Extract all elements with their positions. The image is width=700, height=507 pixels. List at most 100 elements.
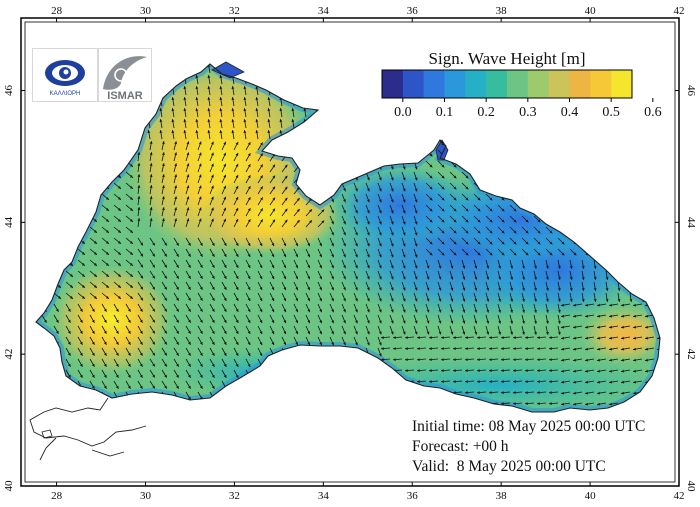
wave-arrow xyxy=(545,314,549,324)
wave-arrow xyxy=(113,292,122,300)
wave-arrow xyxy=(365,303,370,313)
wave-arrow xyxy=(569,292,573,302)
wave-arrow xyxy=(233,185,239,195)
wave-arrow xyxy=(341,215,346,225)
colorbar-label: 0.0 xyxy=(394,105,412,120)
wave-arrow xyxy=(255,97,259,107)
x-tick-label-bottom: 36 xyxy=(407,490,419,502)
colorbar-swatches xyxy=(381,69,633,99)
wave-arrow xyxy=(437,193,445,201)
wave-arrow xyxy=(464,336,475,339)
wave-arrow xyxy=(365,325,370,335)
wave-arrow xyxy=(257,186,264,195)
wave-arrow xyxy=(500,391,511,394)
wave-arrow xyxy=(197,163,202,173)
wave-arrow xyxy=(197,369,203,378)
wave-logo-icon xyxy=(103,56,147,90)
wave-arrow xyxy=(449,325,454,335)
wave-arrow xyxy=(173,325,180,334)
wave-arrow xyxy=(125,314,131,323)
wave-arrow xyxy=(137,259,144,268)
wave-arrow xyxy=(536,391,547,394)
wave-arrow xyxy=(101,380,107,389)
wave-arrow xyxy=(65,358,71,367)
wave-arrow xyxy=(377,248,382,258)
wave-arrow xyxy=(461,281,466,291)
wave-arrow xyxy=(113,259,122,267)
wave-arrow xyxy=(281,303,287,313)
wave-arrow xyxy=(353,325,358,335)
wave-arrow xyxy=(231,97,235,107)
wave-arrow xyxy=(377,237,382,247)
wave-arrow xyxy=(245,185,251,195)
wave-arrow xyxy=(197,218,202,228)
wave-arrow xyxy=(524,369,535,372)
wave-arrow xyxy=(257,164,264,173)
wave-arrow xyxy=(521,303,525,313)
wave-arrow xyxy=(305,292,311,302)
wave-arrow xyxy=(573,325,583,329)
wave-arrow xyxy=(377,281,382,291)
wave-arrow xyxy=(197,196,202,206)
wave-arrow xyxy=(161,218,165,228)
wave-arrow xyxy=(353,281,358,291)
wave-arrow xyxy=(137,196,141,206)
wave-arrow xyxy=(197,358,203,367)
wave-arrow xyxy=(593,270,597,280)
y-tick-label-right: 42 xyxy=(685,349,697,360)
wave-arrow xyxy=(207,119,211,129)
wave-arrow xyxy=(413,259,418,269)
wave-arrow xyxy=(353,270,358,280)
wave-arrow xyxy=(497,325,502,335)
wave-arrow xyxy=(449,204,457,212)
wave-arrow xyxy=(621,336,631,340)
wave-arrow xyxy=(197,281,203,290)
wave-arrow xyxy=(221,369,227,379)
wave-arrow xyxy=(281,219,288,228)
wave-arrow xyxy=(101,259,110,267)
wave-arrow xyxy=(221,152,227,162)
wave-arrow xyxy=(461,248,469,256)
wave-arrow xyxy=(195,119,199,129)
wave-arrow xyxy=(279,108,283,118)
wave-arrow xyxy=(488,380,499,383)
wave-arrow xyxy=(245,336,251,346)
wave-arrow xyxy=(365,182,370,192)
wave-arrow xyxy=(269,186,276,195)
wave-arrow xyxy=(113,380,119,389)
wave-arrow xyxy=(329,303,334,313)
wave-arrow xyxy=(257,314,263,324)
wave-arrow xyxy=(257,175,264,184)
wave-arrow xyxy=(101,193,110,201)
wave-arrow xyxy=(197,248,203,257)
wave-arrow xyxy=(597,336,607,340)
wave-arrow xyxy=(281,336,287,346)
wave-arrow xyxy=(291,108,295,118)
wave-arrow xyxy=(597,314,607,318)
wave-arrow xyxy=(233,281,239,291)
wave-arrow xyxy=(173,237,180,246)
wave-arrow xyxy=(281,314,287,324)
wave-arrow xyxy=(573,380,583,384)
wave-arrow xyxy=(597,391,607,395)
wave-arrow xyxy=(53,325,59,334)
wave-arrow xyxy=(113,182,122,190)
wave-arrow xyxy=(197,314,203,323)
wave-arrow xyxy=(125,248,134,256)
wave-arrow xyxy=(524,402,535,405)
wave-arrow xyxy=(219,97,223,107)
wave-arrow xyxy=(149,163,153,173)
wave-arrow xyxy=(65,303,71,312)
wave-arrow xyxy=(509,248,517,256)
wave-arrow xyxy=(581,281,585,291)
wave-arrow xyxy=(329,281,334,291)
wave-arrow xyxy=(428,347,439,350)
wave-arrow xyxy=(341,303,346,313)
wave-arrow xyxy=(161,292,168,301)
wave-arrow xyxy=(597,402,607,406)
colorbar-swatch xyxy=(486,70,508,98)
wave-arrow xyxy=(293,208,300,217)
wave-arrow xyxy=(173,152,178,162)
wave-arrow xyxy=(425,325,430,335)
